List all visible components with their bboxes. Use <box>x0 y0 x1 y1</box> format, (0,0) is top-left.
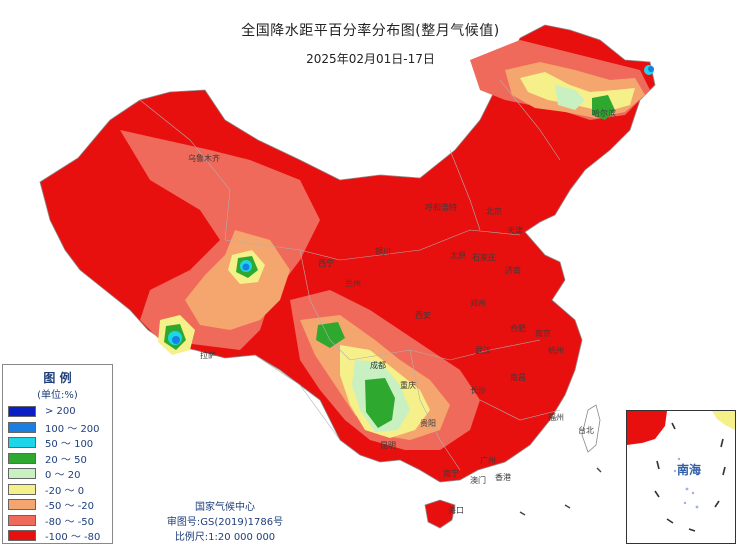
city-label-yinchuan: 银川 <box>375 247 391 256</box>
legend-item: -100 ～ -80 <box>3 528 112 544</box>
legend-item: > 200 <box>3 404 112 420</box>
credits-scale: 比例尺:1:20 000 000 <box>174 532 276 543</box>
city-label-nanning: 南宁 <box>443 469 459 478</box>
legend-label: 0 ～ 20 <box>45 470 81 482</box>
legend-label: > 200 <box>45 406 76 418</box>
legend-swatch <box>8 452 36 464</box>
legend-swatch <box>8 406 36 418</box>
city-label-haikou: 海口 <box>448 506 464 515</box>
city-label-changsha: 长沙 <box>470 386 486 395</box>
city-label-urumqi: 乌鲁木齐 <box>188 154 220 163</box>
inset-label: 南海 <box>677 463 702 477</box>
city-label-tianjin: 天津 <box>507 226 523 235</box>
legend-label: 20 ～ 50 <box>45 454 87 466</box>
credits-org: 国家气候中心 <box>195 502 255 513</box>
inset-land-east <box>712 411 735 430</box>
legend-label: 100 ～ 200 <box>45 423 100 435</box>
zone-100-200-tibet <box>172 336 180 344</box>
city-label-chongqing: 重庆 <box>400 381 416 390</box>
legend-item: -20 ～ 0 <box>3 482 112 498</box>
legend-item: 100 ～ 200 <box>3 420 112 436</box>
legend-item: 0 ～ 20 <box>3 466 112 482</box>
city-label-hefei: 合肥 <box>510 324 526 333</box>
hainan-island <box>424 499 456 529</box>
city-label-kunming: 昆明 <box>380 441 396 450</box>
legend-title: 图 例 <box>43 371 72 385</box>
legend-unit: (单位:%) <box>37 390 78 401</box>
zone-100-200-ne <box>648 66 654 72</box>
city-label-taiyuan: 太原 <box>450 251 466 260</box>
coast-dashes <box>519 467 602 516</box>
taiwan-island <box>581 404 601 453</box>
city-label-guangzhou: 广州 <box>480 456 496 465</box>
city-label-xian: 西安 <box>415 311 431 320</box>
zone-20-50-shaanxi <box>316 322 345 348</box>
inset-islands <box>673 457 699 509</box>
city-label-zhengzhou: 郑州 <box>470 299 486 308</box>
zone-0-20-ne <box>555 85 585 110</box>
city-label-jinan: 济南 <box>505 266 521 275</box>
inset-map <box>627 411 735 532</box>
inset-dashed-line <box>654 422 726 532</box>
legend-label: -100 ～ -80 <box>45 532 101 544</box>
map-title: 全国降水距平百分率分布图(整月气候值) <box>241 23 500 39</box>
legend-swatch <box>8 530 36 542</box>
legend-label: -20 ～ 0 <box>45 485 85 497</box>
south-china-sea-inset: 南海 <box>626 410 736 544</box>
city-label-hongkong: 香港 <box>495 473 511 482</box>
legend-label: -50 ～ -20 <box>45 501 95 513</box>
legend-label: 50 ～ 100 <box>45 439 94 451</box>
zone-20-50-heilongjiang <box>592 95 615 120</box>
legend-swatch <box>8 421 36 433</box>
china-mainland <box>39 24 656 483</box>
city-label-fuzhou: 福州 <box>548 413 564 422</box>
legend-swatch <box>8 514 36 526</box>
city-label-beijing: 北京 <box>486 207 502 216</box>
city-label-guiyang: 贵阳 <box>420 419 436 428</box>
zone-20-50-sichuan <box>365 378 395 428</box>
map-subtitle: 2025年02月01日-17日 <box>306 52 435 66</box>
city-label-nanchang: 南昌 <box>510 373 526 382</box>
province-borders <box>139 79 561 471</box>
legend-label: -80 ～ -50 <box>45 516 95 528</box>
city-label-wuhan: 武汉 <box>475 346 491 355</box>
legend-swatch <box>8 499 36 511</box>
city-label-lhasa: 拉萨 <box>200 351 216 360</box>
legend-item: 50 ～ 100 <box>3 435 112 451</box>
city-label-xining: 西宁 <box>318 259 334 268</box>
city-label-taipei: 台北 <box>578 426 594 435</box>
city-label-hohhot: 呼和浩特 <box>425 203 457 212</box>
map-credits: 国家气候中心 审图号:GS(2019)1786号 比例尺:1:20 000 00… <box>140 500 310 545</box>
zone-100-200-qinghai <box>242 263 250 271</box>
city-label-macau: 澳门 <box>470 476 486 485</box>
legend-item: 20 ～ 50 <box>3 451 112 467</box>
map-legend: 图 例 (单位:%) > 200 100 ～ 200 50 ～ 100 20 ～… <box>2 364 113 544</box>
inset-mainland-corner <box>627 411 667 445</box>
city-label-hangzhou: 杭州 <box>548 346 564 355</box>
legend-swatch <box>8 468 36 480</box>
legend-swatch <box>8 437 36 449</box>
legend-swatch <box>8 483 36 495</box>
city-label-lanzhou: 兰州 <box>345 279 361 288</box>
city-label-nanjing: 南京 <box>535 329 551 338</box>
legend-item: -50 ～ -20 <box>3 497 112 513</box>
city-label-harbin: 哈尔滨 <box>592 109 616 118</box>
credits-approval: 审图号:GS(2019)1786号 <box>166 517 284 528</box>
city-label-chengdu: 成都 <box>370 361 386 370</box>
legend-item: -80 ～ -50 <box>3 513 112 529</box>
city-label-shijiazhuang: 石家庄 <box>472 253 496 262</box>
